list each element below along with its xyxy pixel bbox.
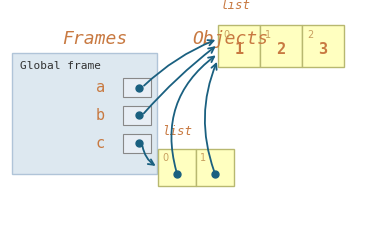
Text: b: b [96, 108, 105, 123]
Bar [260, 25, 302, 67]
FancyBboxPatch shape [12, 53, 157, 174]
Text: 2: 2 [307, 30, 313, 40]
Bar [302, 25, 344, 67]
Text: a: a [96, 80, 105, 95]
Text: list: list [162, 125, 192, 138]
Text: 3: 3 [318, 43, 327, 57]
Text: 2: 2 [276, 43, 285, 57]
Text: Objects: Objects [192, 30, 268, 48]
Bar [158, 149, 196, 186]
Text: 1: 1 [200, 153, 206, 163]
Text: 1: 1 [265, 30, 271, 40]
Text: c: c [96, 136, 105, 151]
Bar [123, 106, 151, 125]
Text: 0: 0 [223, 30, 229, 40]
Bar [123, 78, 151, 97]
Bar [123, 134, 151, 153]
Text: Global frame: Global frame [20, 61, 101, 71]
Text: list: list [220, 0, 250, 12]
Bar [218, 25, 260, 67]
Text: 1: 1 [234, 43, 243, 57]
Text: Frames: Frames [62, 30, 128, 48]
Bar [196, 149, 234, 186]
Text: 0: 0 [162, 153, 168, 163]
